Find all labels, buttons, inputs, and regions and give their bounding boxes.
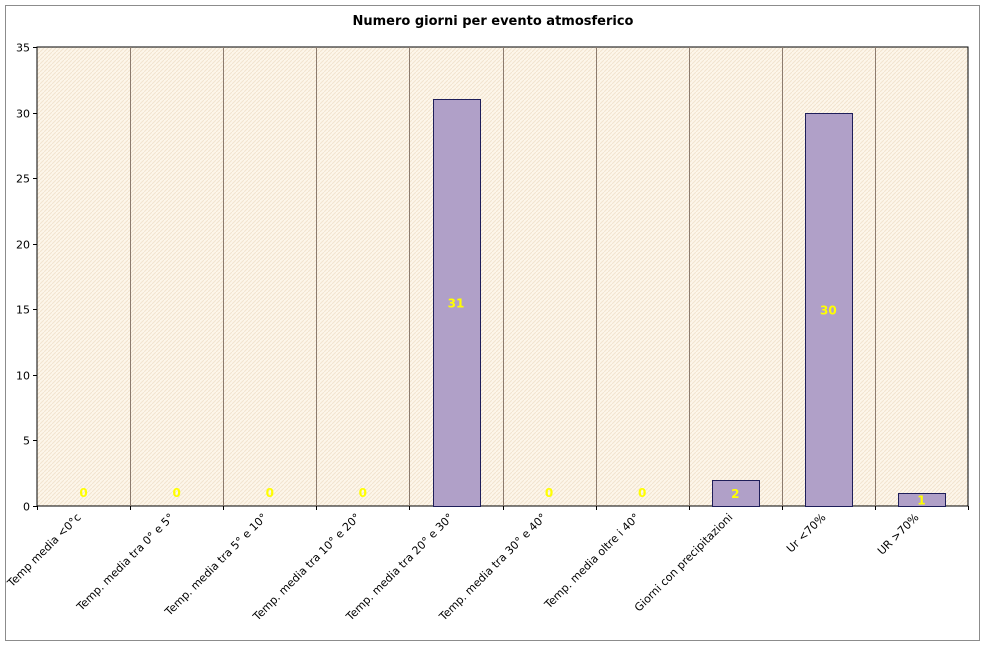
y-tick-label: 35 <box>16 42 30 55</box>
y-tick-label: 0 <box>23 501 30 514</box>
data-label: 0 <box>545 486 553 500</box>
data-label: 0 <box>638 486 646 500</box>
y-tick-label: 15 <box>16 304 30 317</box>
x-tick-label: Temp. media tra 0° e 5° <box>74 511 177 614</box>
x-tick-label: Ur <70% <box>784 511 828 555</box>
chart-title: Numero giorni per evento atmosferico <box>352 14 634 29</box>
y-tick-label: 20 <box>16 239 30 252</box>
y-tick-label: 25 <box>16 173 30 186</box>
y-tick-label: 10 <box>16 370 30 383</box>
x-tick-label: Giorni con precipitazioni <box>632 511 735 614</box>
data-label: 1 <box>917 493 925 507</box>
data-label: 0 <box>172 486 180 500</box>
x-tick-label: Temp. media oltre i 40° <box>541 511 642 612</box>
x-tick-label: Temp. media tra 30° e 40° <box>436 511 549 624</box>
y-tick-label: 5 <box>23 435 30 448</box>
data-label: 2 <box>731 487 739 501</box>
data-label: 0 <box>359 486 367 500</box>
bar <box>805 113 853 507</box>
x-tick-label: Temp. media tra 10° e 20° <box>250 511 363 624</box>
x-tick-label: Temp. media tra 5° e 10° <box>162 511 270 619</box>
x-tick-label: Temp. media tra 20° e 30° <box>343 511 456 624</box>
bar <box>433 99 481 507</box>
data-label: 31 <box>448 297 465 311</box>
x-tick-label: Temp media <0°c <box>4 511 83 590</box>
y-tick-label: 30 <box>16 108 30 121</box>
data-label: 0 <box>266 486 274 500</box>
data-label: 0 <box>79 486 87 500</box>
data-label: 30 <box>820 303 837 317</box>
bar <box>898 493 946 507</box>
bar <box>712 480 760 507</box>
x-tick-label: UR >70% <box>875 511 922 558</box>
